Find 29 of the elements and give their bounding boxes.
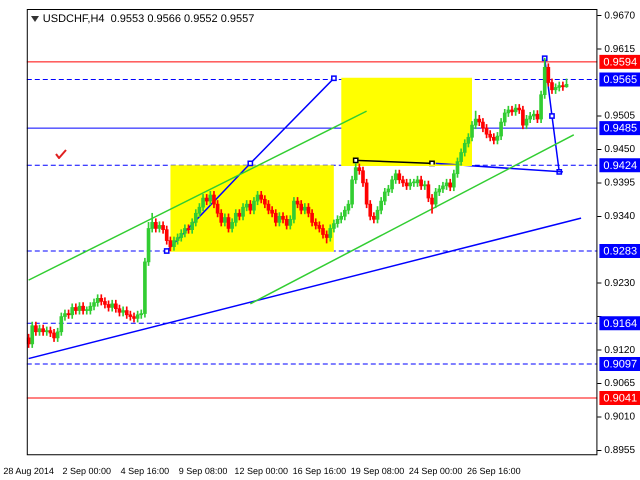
ref-line-label: 0.9594 (603, 56, 638, 68)
x-tick-label: 26 Sep 16:00 (467, 466, 521, 476)
x-tick-label: 4 Sep 16:00 (120, 466, 170, 476)
y-tick-label: 0.9615 (604, 44, 636, 55)
y-tick-label: 0.9340 (604, 211, 636, 222)
y-tick-label: 0.9670 (604, 10, 636, 22)
y-tick-label: 0.9505 (604, 110, 636, 122)
x-tick-label: 28 Aug 2014 (3, 466, 54, 476)
ref-line-label: 0.9097 (603, 358, 638, 371)
y-tick-label: 0.8955 (604, 445, 636, 456)
ref-line-label: 0.9283 (603, 245, 638, 258)
x-tick-label: 2 Sep 00:00 (62, 466, 112, 476)
x-tick-label: 9 Sep 08:00 (178, 466, 228, 476)
y-tick-label: 0.9065 (604, 378, 636, 390)
y-tick-label: 0.9120 (604, 344, 636, 356)
y-tick-label: 0.9450 (604, 144, 636, 156)
x-tick-label: 24 Sep 00:00 (408, 466, 462, 476)
x-tick-label: 19 Sep 08:00 (350, 466, 404, 476)
ref-line-label: 0.9424 (603, 160, 638, 172)
x-tick-label: 16 Sep 16:00 (292, 466, 346, 476)
y-tick-label: 0.9230 (604, 278, 636, 289)
y-tick-label: 0.9395 (604, 178, 636, 189)
ref-line-label: 0.9485 (603, 122, 638, 135)
y-tick-label: 0.9010 (604, 412, 636, 423)
ref-line-label: 0.9041 (603, 392, 638, 405)
ref-line-label: 0.9565 (603, 74, 638, 86)
chart-title: USDCHF,H4 0.9553 0.9566 0.9552 0.9557 (42, 13, 254, 26)
x-tick-label: 12 Sep 00:00 (234, 466, 288, 476)
ref-line-label: 0.9164 (603, 318, 638, 330)
